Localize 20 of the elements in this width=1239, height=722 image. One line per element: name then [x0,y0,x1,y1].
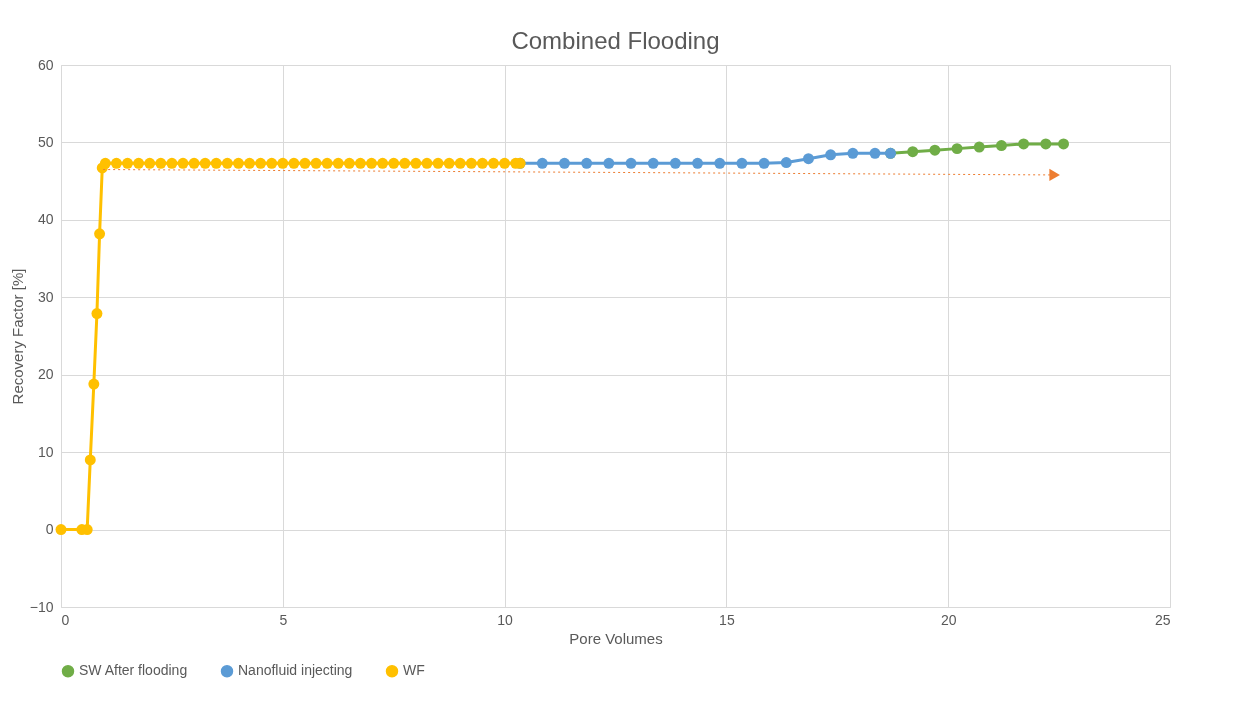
legend-label: WF [403,662,425,679]
x-tick-label: 10 [497,611,514,628]
x-tick-label: 15 [719,611,735,628]
y-tick-label: 60 [37,56,54,73]
y-tick-label: 0 [45,521,54,538]
x-tick-label: 20 [940,611,957,628]
legend-label: SW After flooding [79,662,188,679]
chart-title: Combined Flooding [511,27,720,54]
y-tick-label: 40 [37,211,54,228]
x-axis-title: Pore Volumes [569,629,663,647]
y-tick-label: 30 [37,288,54,305]
y-tick-label: −10 [29,598,54,615]
y-axis-title: Recovery Factor [%] [8,268,26,405]
y-tick-label: 20 [37,366,54,383]
x-tick-label: 0 [61,611,70,628]
x-tick-label: 5 [279,611,288,628]
y-tick-label: 10 [37,443,54,460]
legend-label: Nanofluid injecting [238,662,353,679]
x-tick-label: 25 [1154,611,1171,628]
y-tick-label: 50 [37,133,54,150]
